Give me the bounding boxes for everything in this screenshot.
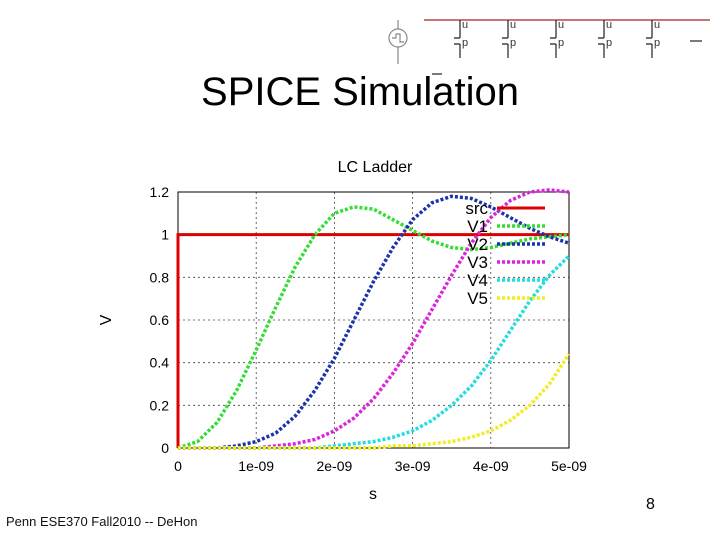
series-line-v2 <box>178 194 570 450</box>
x-tick-label: 3e-09 <box>395 458 431 474</box>
x-axis-label: s <box>369 486 377 503</box>
y-tick-label: 0.8 <box>150 269 170 285</box>
svg-text:u: u <box>558 19 564 31</box>
series-lines <box>176 188 571 450</box>
svg-text:p: p <box>558 37 564 49</box>
y-tick-label: 0.2 <box>150 397 170 413</box>
legend-label-v5: V5 <box>467 289 488 308</box>
svg-text:u: u <box>654 19 660 31</box>
svg-text:u: u <box>606 19 612 31</box>
y-tick-label: 0 <box>161 440 169 456</box>
legend-label-v3: V3 <box>467 253 488 272</box>
y-axis-label: V <box>98 314 115 325</box>
footer-text: Penn ESE370 Fall2010 -- DeHon <box>6 514 198 529</box>
series-line-v3 <box>178 188 570 450</box>
svg-text:u: u <box>462 19 468 31</box>
series-line-v1 <box>177 205 570 450</box>
legend-label-v1: V1 <box>467 217 488 236</box>
y-tick-label: 1.2 <box>150 184 170 200</box>
series-line-v5 <box>178 353 571 450</box>
series-line-src <box>176 233 569 448</box>
svg-text:p: p <box>462 37 468 49</box>
y-tick-label: 0.6 <box>150 312 170 328</box>
legend-label-v4: V4 <box>467 271 488 290</box>
slide-title: SPICE Simulation <box>201 70 519 114</box>
legend-label-v2: V2 <box>467 235 488 254</box>
tick-labels: 0 1e-09 2e-09 3e-09 4e-09 5e-09 0 0.2 0.4 0.6 0.8 1… <box>150 184 588 474</box>
svg-text:p: p <box>606 37 612 49</box>
y-tick-label: 0.4 <box>150 355 170 371</box>
x-tick-label: 5e-09 <box>551 458 587 474</box>
page-number: 8 <box>646 496 655 513</box>
svg-text:p: p <box>510 37 516 49</box>
x-tick-label: 2e-09 <box>316 458 352 474</box>
x-tick-label: 0 <box>174 458 182 474</box>
legend-label-src: src <box>465 199 488 218</box>
chart-title: LC Ladder <box>338 159 413 176</box>
y-tick-label: 1 <box>161 227 169 243</box>
lc-ladder-schematic-icon: u u u u u p p p p p <box>388 19 710 75</box>
x-tick-label: 4e-09 <box>473 458 509 474</box>
svg-text:u: u <box>510 19 516 31</box>
x-tick-label: 1e-09 <box>238 458 274 474</box>
svg-text:p: p <box>654 37 660 49</box>
chart-grid <box>178 192 569 448</box>
